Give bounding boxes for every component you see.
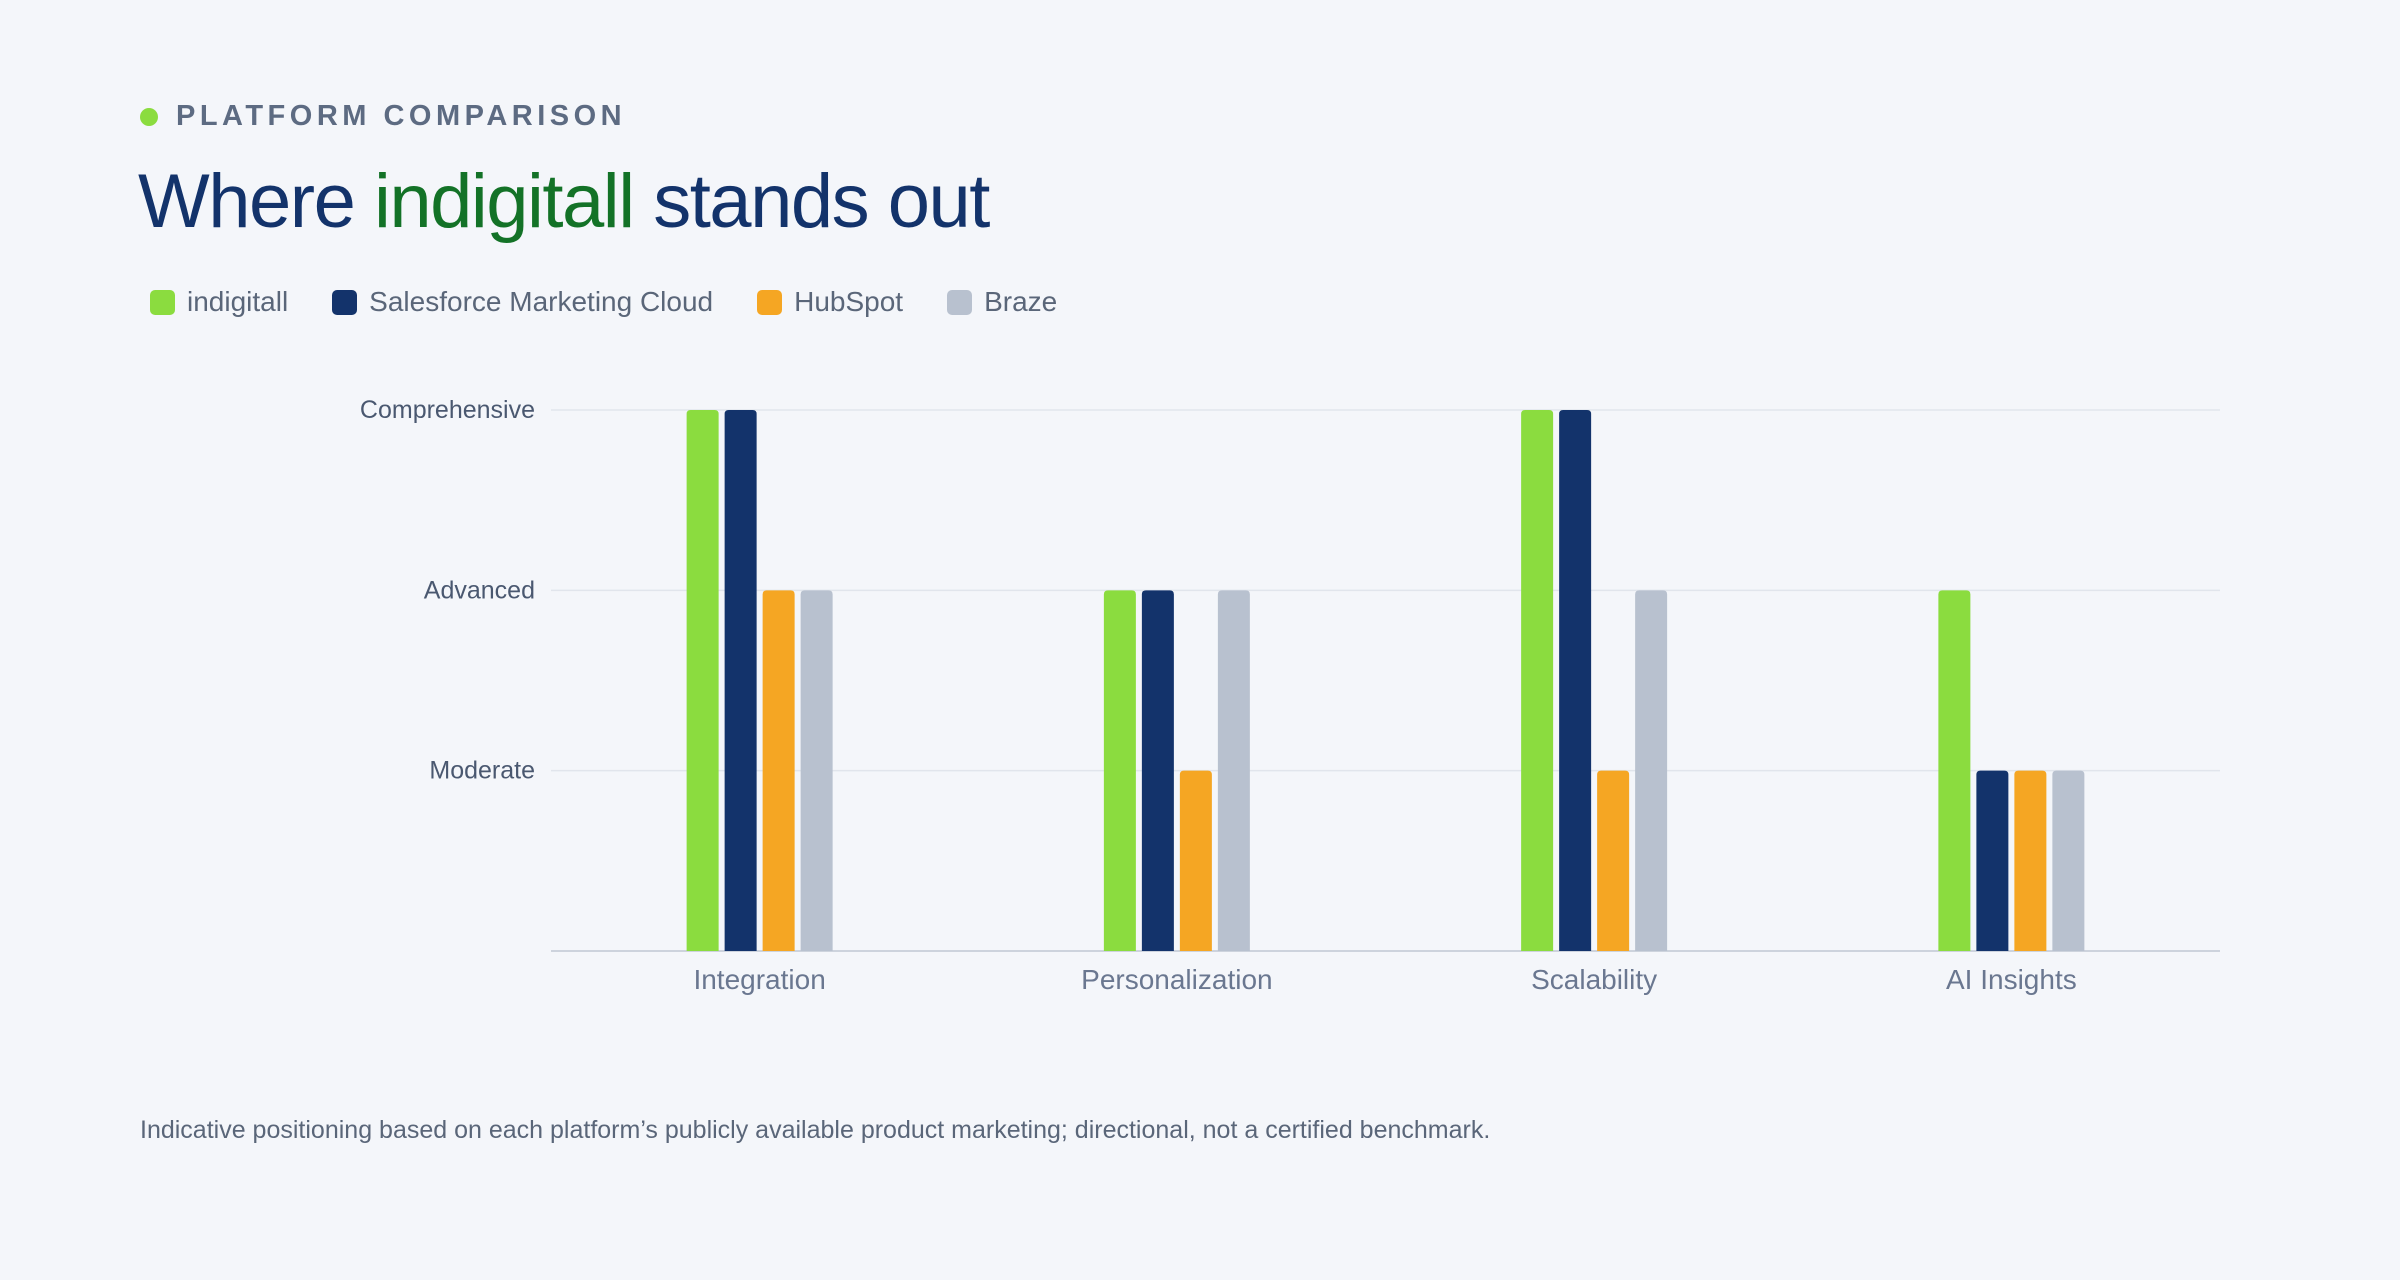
legend-swatch — [757, 289, 783, 315]
title-prefix: Where — [138, 159, 374, 244]
bar — [1635, 590, 1668, 951]
bar — [1521, 410, 1554, 951]
page-title: Where indigitall stands out — [138, 158, 990, 245]
bar — [2052, 770, 2085, 951]
footnote: Indicative positioning based on each pla… — [140, 1116, 1491, 1144]
eyebrow-label: PLATFORM COMPARISON — [176, 100, 627, 132]
bar — [1103, 590, 1136, 951]
chart-legend: indigitall Salesforce Marketing Cloud Hu… — [150, 286, 1057, 318]
legend-label: Braze — [984, 286, 1058, 317]
accent-dot-icon — [140, 107, 158, 126]
x-tick-label: AI Insights — [1946, 964, 2077, 995]
bar — [724, 410, 757, 951]
bar — [1141, 590, 1174, 951]
bar — [1217, 590, 1250, 951]
legend-label: Salesforce Marketing Cloud — [369, 286, 714, 317]
y-tick-label: Comprehensive — [360, 396, 535, 424]
x-tick-label: Scalability — [1531, 964, 1657, 995]
bar — [1976, 770, 2009, 951]
legend-swatch — [947, 289, 973, 315]
bar-chart: Moderate Advanced Comprehensive Integration… — [360, 396, 2220, 995]
title-suffix: stands out — [633, 159, 990, 244]
bar — [1938, 590, 1971, 951]
legend-label: HubSpot — [794, 286, 904, 317]
bar — [1179, 770, 1212, 951]
bar — [762, 590, 795, 951]
title-highlight: indigitall — [373, 159, 635, 244]
bar — [1597, 770, 1630, 951]
legend-item-braze: Braze — [947, 286, 1057, 318]
legend-swatch — [332, 289, 358, 315]
eyebrow: PLATFORM COMPARISON — [140, 100, 626, 133]
legend-swatch — [150, 289, 175, 315]
x-tick-label: Integration — [693, 964, 825, 995]
y-tick-label: Advanced — [424, 576, 535, 604]
bar — [686, 410, 719, 951]
x-tick-label: Personalization — [1081, 964, 1272, 995]
legend-item-hubspot: HubSpot — [757, 286, 903, 318]
bar — [2014, 770, 2047, 951]
legend-label: indigitall — [187, 286, 289, 317]
legend-item-salesforce: Salesforce Marketing Cloud — [332, 286, 713, 318]
bar — [800, 590, 833, 951]
y-tick-label: Moderate — [429, 757, 535, 785]
legend-item-indigitall: indigitall — [150, 286, 288, 318]
bar — [1559, 410, 1592, 951]
